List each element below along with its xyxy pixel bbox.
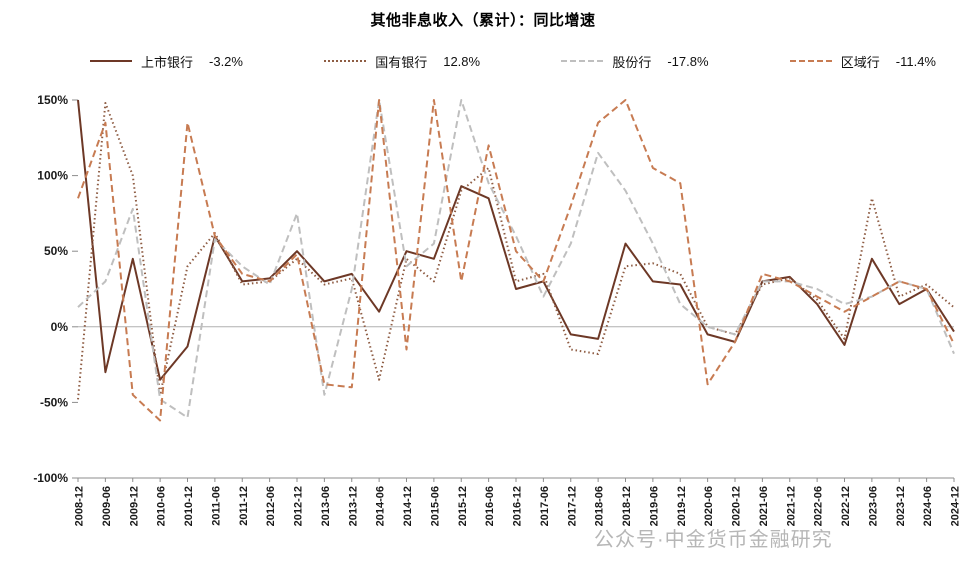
dotted-line-sample-icon	[324, 60, 367, 62]
x-axis-label: 2009-12	[128, 486, 140, 526]
y-axis-label: 0%	[51, 320, 69, 334]
x-axis-label: 2018-06	[594, 486, 606, 526]
x-axis-label: 2010-06	[156, 486, 168, 526]
x-axis-label: 2012-12	[293, 486, 305, 526]
x-axis-label: 2009-06	[101, 486, 113, 526]
y-axis-label: 100%	[37, 169, 68, 183]
x-axis-label: 2023-06	[867, 486, 879, 526]
legend-label: 国有银行	[375, 54, 428, 70]
x-axis-label: 2024-12	[950, 486, 962, 526]
y-axis-label: -50%	[40, 395, 68, 409]
dashed-line-sample-icon	[789, 60, 832, 62]
x-axis-label: 2012-06	[265, 486, 277, 526]
x-axis-label: 2022-12	[840, 486, 852, 526]
x-axis-label: 2015-12	[457, 486, 469, 526]
series-line-股份行	[77, 99, 955, 419]
series-line-区域行	[77, 99, 955, 422]
x-axis-label: 2014-12	[402, 486, 414, 526]
x-axis-label: 2020-06	[703, 486, 715, 526]
legend: 上市银行 -3.2% 国有银行 12.8% 股份行 -17.8% 区域行 -11…	[90, 51, 936, 71]
chart-title: 其他非息收入（累计）：同比增速	[370, 12, 596, 29]
x-axis-label: 2020-12	[731, 486, 743, 526]
x-axis-label: 2011-12	[238, 486, 250, 526]
x-axis-label: 2021-06	[758, 486, 770, 526]
x-axis-label: 2023-12	[895, 486, 907, 526]
legend-value: -17.8%	[667, 53, 709, 69]
x-axis-label: 2015-06	[429, 486, 441, 526]
x-axis-label: 2014-06	[375, 486, 387, 526]
x-axis-label: 2008-12	[74, 486, 86, 526]
x-axis-label: 2024-06	[922, 486, 934, 526]
legend-item-state-owned-banks: 国有银行 12.8%	[324, 52, 480, 71]
x-axis-label: 2017-12	[566, 486, 578, 526]
legend-label: 区域行	[840, 54, 880, 70]
legend-label: 上市银行	[141, 54, 194, 70]
x-axis-label: 2018-12	[621, 486, 633, 526]
legend-value: -3.2%	[209, 53, 243, 69]
legend-item-joint-stock-banks: 股份行 -17.8%	[561, 52, 709, 71]
y-axis-label: 50%	[44, 244, 68, 258]
series-line-上市银行	[77, 99, 955, 381]
y-axis-label: 150%	[37, 93, 68, 107]
legend-item-listed-banks: 上市银行 -3.2%	[90, 52, 243, 71]
x-axis-label: 2013-12	[347, 486, 359, 526]
watermark: 公众号·中金货币金融研究	[594, 529, 833, 551]
y-axis-label: -100%	[33, 471, 68, 485]
x-axis-label: 2017-06	[539, 486, 551, 526]
legend-item-regional-banks: 区域行 -11.4%	[789, 52, 936, 71]
solid-line-sample-icon	[90, 60, 132, 62]
x-axis-label: 2010-12	[183, 486, 195, 526]
x-axis-label: 2019-12	[676, 486, 688, 526]
x-axis-label: 2019-06	[648, 486, 660, 526]
x-axis-label: 2013-06	[320, 486, 332, 526]
x-axis-label: 2021-12	[785, 486, 797, 526]
legend-value: -11.4%	[895, 53, 936, 69]
x-axis-label: 2011-06	[210, 486, 222, 526]
x-axis-label: 2016-12	[512, 486, 524, 526]
dashed-line-sample-icon	[561, 60, 604, 62]
x-axis-label: 2016-06	[484, 486, 496, 526]
x-axis-label: 2022-06	[813, 486, 825, 526]
legend-label: 股份行	[612, 54, 652, 70]
legend-value: 12.8%	[443, 53, 481, 69]
